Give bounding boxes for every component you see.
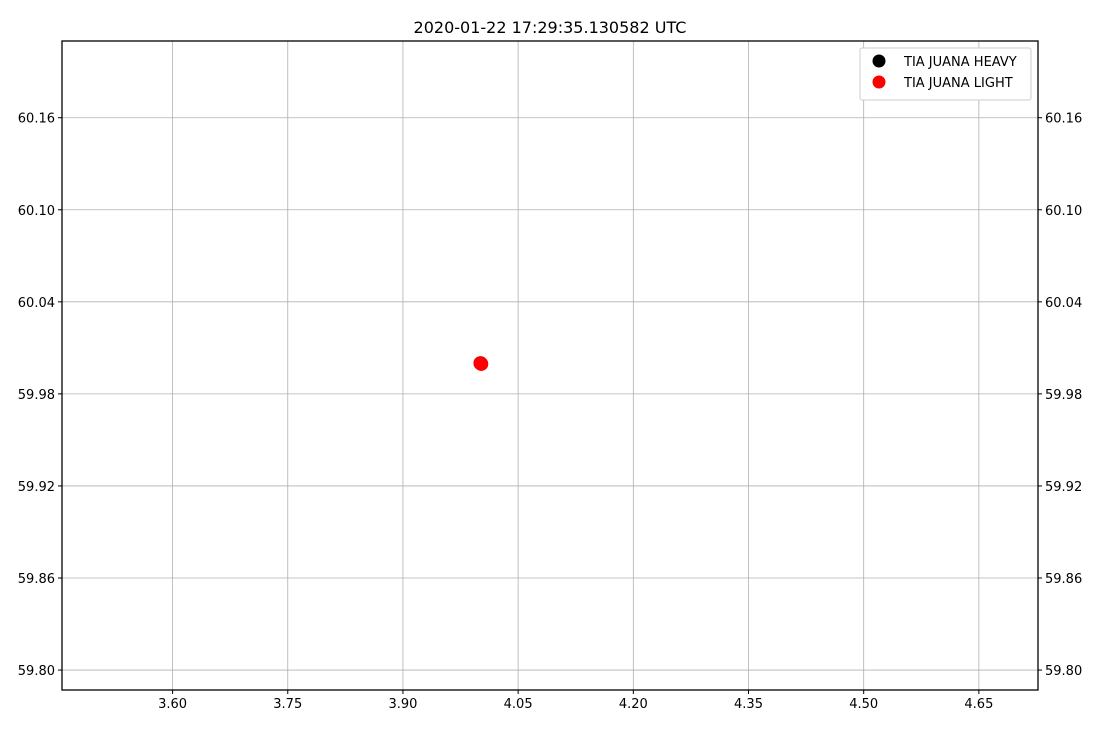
y-tick-label-right: 59.86 [1045, 572, 1082, 587]
y-tick-label-left: 60.16 [18, 112, 55, 127]
legend: TIA JUANA HEAVY TIA JUANA LIGHT [859, 47, 1032, 101]
ticks-layer: 3.60 3.75 3.90 4.05 4.20 4.35 4.50 4.65 59.80 59.… [18, 112, 1082, 712]
x-tick-label: 4.05 [504, 697, 533, 712]
legend-marker [872, 75, 886, 89]
legend-items: TIA JUANA HEAVY TIA JUANA LIGHT [872, 54, 1017, 91]
x-tick-label: 3.75 [273, 697, 302, 712]
legend-label: TIA JUANA LIGHT [903, 76, 1013, 91]
x-tick-label: 3.60 [158, 697, 187, 712]
x-tick-label: 4.50 [849, 697, 878, 712]
plot-frame [61, 40, 1039, 691]
y-tick-label-right: 59.98 [1045, 388, 1082, 403]
legend-box [859, 47, 1032, 101]
y-tick-label-right: 60.16 [1045, 112, 1082, 127]
legend-label: TIA JUANA HEAVY [903, 55, 1017, 70]
x-tick-label: 4.20 [619, 697, 648, 712]
scatter-point-series-1 [474, 356, 489, 371]
chart-title: 2020-01-22 17:29:35.130582 UTC [414, 18, 687, 37]
y-tick-label-right: 59.80 [1045, 664, 1082, 679]
x-tick-label: 4.65 [964, 697, 993, 712]
y-tick-label-right: 60.04 [1045, 296, 1082, 311]
y-tick-label-left: 60.10 [18, 204, 55, 219]
y-tick-label-left: 59.92 [18, 480, 55, 495]
y-tick-label-right: 60.10 [1045, 204, 1082, 219]
legend-marker [872, 54, 886, 68]
grid-layer [62, 41, 1038, 690]
x-tick-label: 3.90 [388, 697, 417, 712]
y-tick-label-left: 59.80 [18, 664, 55, 679]
y-tick-label-left: 60.04 [18, 296, 55, 311]
y-tick-label-right: 59.92 [1045, 480, 1082, 495]
points-layer [473, 356, 489, 371]
y-tick-label-left: 59.98 [18, 388, 55, 403]
x-tick-label: 4.35 [734, 697, 763, 712]
y-tick-label-left: 59.86 [18, 572, 55, 587]
